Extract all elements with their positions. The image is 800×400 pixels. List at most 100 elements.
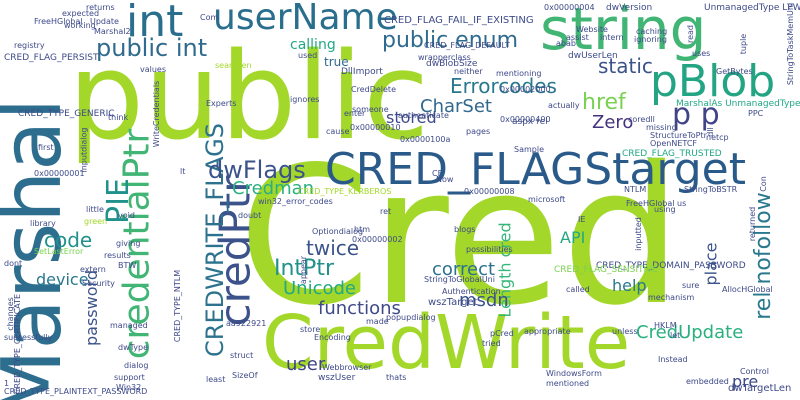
word: extern <box>80 265 106 274</box>
word: let <box>670 331 681 340</box>
word: BTW <box>118 261 137 270</box>
word: Zero <box>592 112 634 133</box>
word: stored <box>386 108 437 127</box>
word: correct <box>432 259 496 280</box>
word: win32_error_codes <box>258 197 333 206</box>
word: mechanism <box>648 293 695 302</box>
word: unless <box>612 327 638 336</box>
word: thats <box>386 373 407 382</box>
word: Marshal2 <box>94 27 131 36</box>
word: static <box>598 54 653 78</box>
word: Experts <box>206 99 237 108</box>
word: aa922921 <box>226 319 267 328</box>
word: FreeHGlobal us <box>626 199 687 208</box>
word: enter <box>344 109 366 118</box>
word: changes <box>5 297 15 331</box>
word: WriteCredentials <box>152 80 162 148</box>
word: someone <box>352 105 389 114</box>
word: pre <box>732 372 759 391</box>
word: using <box>654 205 676 214</box>
word: Credman <box>232 178 315 199</box>
word: CRED_FLAG_PERSIST <box>4 53 99 63</box>
word: ignoring <box>634 35 667 44</box>
word: CRED_FLAG_FAIL_IF_EXISTING <box>384 15 534 26</box>
word: dwType <box>118 343 148 352</box>
word: CharSet <box>420 96 492 117</box>
word: cause <box>326 127 350 136</box>
word: IE <box>578 215 586 224</box>
word: SizeOf <box>232 371 258 380</box>
word: true <box>324 55 349 69</box>
word: public int <box>96 34 208 62</box>
word: HKLM <box>654 321 677 330</box>
word: 0x00000400 <box>500 115 551 124</box>
word: lt <box>180 167 186 176</box>
word: calling <box>290 37 336 53</box>
word: inputted <box>633 217 643 251</box>
word: intern <box>600 33 624 42</box>
word: device <box>36 270 89 289</box>
word: CRED_TYPE_DOMAIN_PASSWORD <box>596 261 746 271</box>
word: 0x00002000 <box>500 85 551 94</box>
word: DllImport <box>341 67 383 77</box>
word: caching <box>636 27 668 36</box>
word: OpenNETCF <box>650 139 698 148</box>
word: 1 <box>4 379 10 388</box>
word: 0x00000010 <box>350 123 401 132</box>
word: twice <box>306 236 360 260</box>
word: sure <box>682 281 700 290</box>
word: Optiondialog <box>312 227 364 236</box>
word: IntPtr <box>274 256 334 281</box>
word: pCred <box>490 329 514 338</box>
word: doubt <box>238 211 262 220</box>
word: Instead <box>658 355 688 364</box>
word: values <box>140 65 167 74</box>
word: CRED_FLAG_DEFAULT <box>424 41 510 50</box>
word: Security <box>82 279 115 288</box>
word: StructureToPtr <box>650 131 707 140</box>
word: functions <box>318 298 401 319</box>
word: StringToBSTR <box>684 185 738 194</box>
word: msdn <box>459 290 509 311</box>
word: Webbrowser <box>322 363 372 372</box>
word: StringToGlobalUni <box>424 275 495 284</box>
word: CRED_FLAG_TRUSTED <box>622 149 722 159</box>
word: StringToTaskMemUni <box>786 2 796 86</box>
word: CRED_TYPE_NTLM <box>173 269 183 343</box>
word: Update <box>90 17 119 26</box>
word: aspx rel <box>512 117 548 127</box>
word: CRED_FLAG_SENSITIVE <box>554 265 659 275</box>
word: 0x0000100a <box>400 135 451 144</box>
word: href <box>582 90 626 115</box>
word: pBlob <box>650 56 776 107</box>
word: inputdialog <box>79 127 89 173</box>
word: CRED_TYPE_KERBEROS <box>298 187 392 196</box>
word: dwBlobSize <box>426 59 478 69</box>
word: results <box>104 251 131 260</box>
word: CRED_TYPE_GENERIC <box>18 109 115 119</box>
word: SetLastError <box>34 247 84 256</box>
word: microsoft <box>528 195 566 204</box>
word: p p <box>672 97 720 132</box>
word: CRED_TYPE_CERTIFICATE <box>13 293 23 395</box>
word: registry <box>14 41 45 50</box>
word: read <box>686 24 696 44</box>
word: Cred <box>238 126 683 347</box>
word: store <box>300 325 321 334</box>
word: public <box>68 28 430 167</box>
word: CRED_TYPE_PLAINTEXT_PASSWORD <box>4 387 148 396</box>
word: blogs <box>454 225 476 234</box>
word: dialog <box>124 361 149 370</box>
word: Website <box>576 25 608 34</box>
word: neither <box>454 67 483 76</box>
word: searchen <box>215 61 252 70</box>
word: 0x00000002 <box>352 235 403 244</box>
word: wszUser <box>318 373 356 383</box>
word: int <box>126 0 184 47</box>
word: library <box>30 219 56 228</box>
word: PPC <box>748 109 764 118</box>
word: authenticate <box>398 111 449 120</box>
word: public enum <box>382 28 519 53</box>
word: API <box>560 228 586 247</box>
